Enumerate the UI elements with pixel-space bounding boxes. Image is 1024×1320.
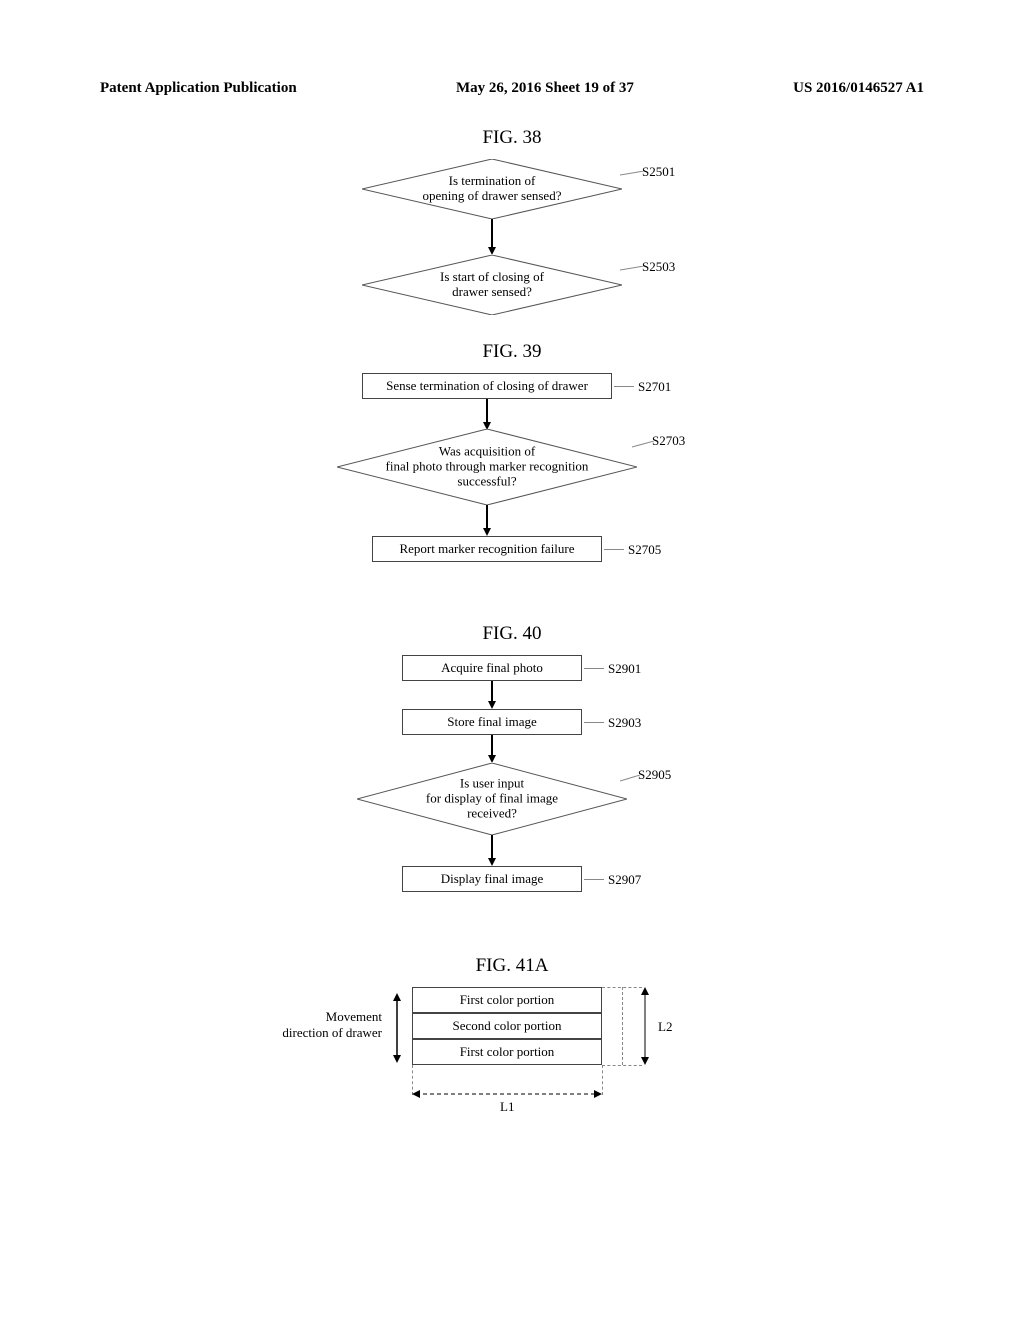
fig41a-side-label: Movement direction of drawer [262, 1009, 382, 1041]
fig39-diagram: Sense termination of closing of drawer S… [292, 373, 732, 583]
leader-line-icon [620, 775, 640, 783]
fig39-box-1: Sense termination of closing of drawer [362, 373, 612, 399]
leader-line-icon [632, 441, 654, 449]
fig39-d1-label: S2703 [652, 433, 685, 449]
leader-line [584, 668, 604, 669]
fig39-b1-text: Sense termination of closing of drawer [386, 379, 588, 394]
fig38-d2-label: S2503 [642, 259, 675, 275]
fig40-b1-label: S2901 [608, 661, 641, 677]
fig38-d1-label: S2501 [642, 164, 675, 180]
fig40-b3-label: S2907 [608, 872, 641, 888]
fig39-b1-label: S2701 [638, 379, 671, 395]
arrow-head-icon [488, 755, 496, 763]
arrow-line [491, 681, 493, 703]
fig40-b2-text: Store final image [447, 715, 537, 730]
fig40-diagram: Acquire final photo S2901 Store final im… [302, 655, 722, 915]
arrow-line [486, 399, 488, 424]
fig39-b2-text: Report marker recognition failure [399, 542, 574, 557]
fig41a-diagram: Movement direction of drawer First color… [262, 987, 762, 1127]
double-arrow-icon [390, 993, 404, 1063]
fig41a-row-2: Second color portion [412, 1013, 602, 1039]
fig40-title: FIG. 40 [100, 623, 924, 645]
dim-line [602, 1065, 603, 1095]
dim-line [622, 987, 623, 1065]
fig38-diagram: Is termination of opening of drawer sens… [302, 159, 722, 329]
patent-page: Patent Application Publication May 26, 2… [0, 0, 1024, 1320]
page-header: Patent Application Publication May 26, 2… [100, 80, 924, 97]
fig40-b3-text: Display final image [441, 872, 544, 887]
arrow-head-icon [488, 247, 496, 255]
arrow-line [491, 219, 493, 249]
dim-arrow-icon [638, 987, 652, 1065]
arrow-head-icon [483, 528, 491, 536]
fig38-title: FIG. 38 [100, 127, 924, 149]
dim-line [602, 1065, 642, 1066]
leader-line [584, 722, 604, 723]
fig40-b1-text: Acquire final photo [441, 661, 543, 676]
fig38-decision-1: Is termination of opening of drawer sens… [362, 159, 622, 219]
arrow-line [486, 505, 488, 530]
fig39-b2-label: S2705 [628, 542, 661, 558]
leader-line-icon [620, 266, 644, 274]
fig41a-row-1: First color portion [412, 987, 602, 1013]
fig41a-row3-text: First color portion [460, 1045, 555, 1060]
fig40-box-3: Display final image [402, 866, 582, 892]
fig40-decision-1: Is user input for display of final image… [357, 763, 627, 835]
dim-line [602, 987, 642, 988]
header-right: US 2016/0146527 A1 [793, 80, 924, 97]
arrow-line [491, 835, 493, 860]
fig41a-l1-label: L1 [500, 1099, 514, 1115]
arrow-head-icon [488, 701, 496, 709]
leader-line [584, 879, 604, 880]
header-left: Patent Application Publication [100, 80, 297, 97]
fig39-box-2: Report marker recognition failure [372, 536, 602, 562]
fig40-d1-text: Is user input for display of final image… [357, 777, 627, 822]
fig41a-l2-label: L2 [658, 1019, 672, 1035]
fig41a-row-3: First color portion [412, 1039, 602, 1065]
fig38-decision-2: Is start of closing of drawer sensed? [362, 255, 622, 315]
leader-line-icon [620, 171, 644, 179]
fig39-d1-text: Was acquisition of final photo through m… [337, 445, 637, 490]
arrow-line [491, 735, 493, 757]
leader-line [614, 386, 634, 387]
fig40-box-2: Store final image [402, 709, 582, 735]
fig41a-title: FIG. 41A [100, 955, 924, 977]
fig39-title: FIG. 39 [100, 341, 924, 363]
fig41a-row1-text: First color portion [460, 993, 555, 1008]
arrow-head-icon [488, 858, 496, 866]
fig40-d1-label: S2905 [638, 767, 671, 783]
fig39-decision-1: Was acquisition of final photo through m… [337, 429, 637, 505]
fig38-d1-text: Is termination of opening of drawer sens… [362, 174, 622, 204]
fig40-b2-label: S2903 [608, 715, 641, 731]
fig40-box-1: Acquire final photo [402, 655, 582, 681]
leader-line [604, 549, 624, 550]
fig38-d2-text: Is start of closing of drawer sensed? [362, 270, 622, 300]
header-center: May 26, 2016 Sheet 19 of 37 [456, 80, 634, 97]
fig41a-row2-text: Second color portion [452, 1019, 561, 1034]
